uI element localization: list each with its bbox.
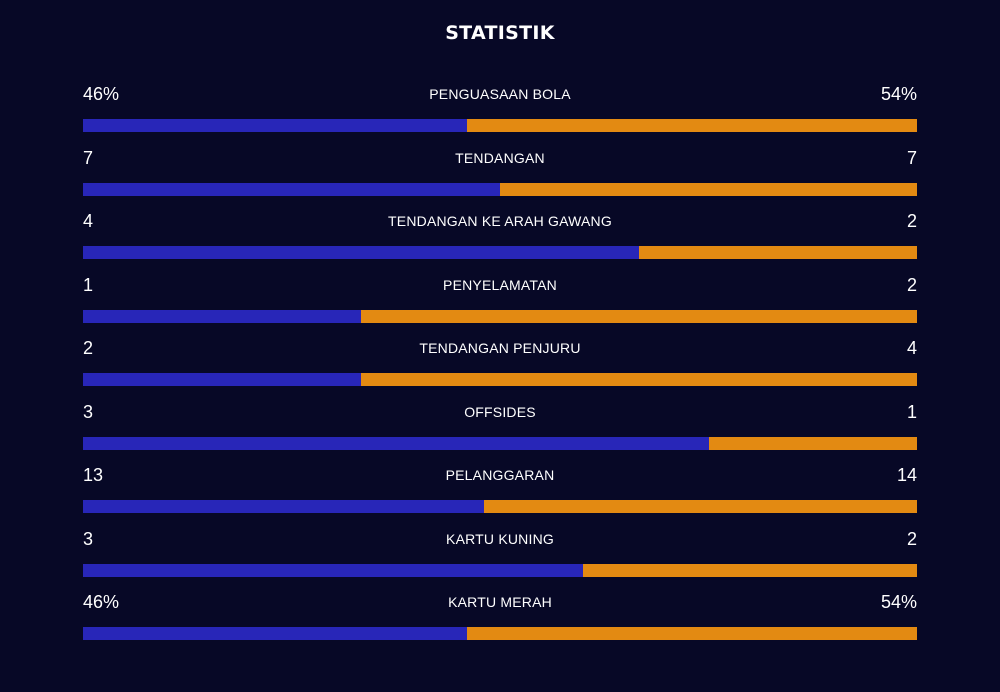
stat-label: KARTU KUNING (446, 530, 554, 547)
away-value: 2 (906, 528, 917, 549)
comparison-bar (83, 436, 917, 450)
stat-row: PENGUASAAN BOLA 46% 54% (83, 81, 917, 145)
stat-row: KARTU MERAH 46% 54% (83, 589, 917, 653)
stat-row: PENYELAMATAN 1 2 (83, 272, 917, 336)
home-bar-segment (83, 373, 361, 386)
away-bar-segment (583, 563, 917, 577)
stat-row-header: PENYELAMATAN 1 2 (83, 272, 917, 298)
stat-row-header: TENDANGAN KE ARAH GAWANG 4 2 (83, 208, 917, 234)
away-bar-segment (360, 309, 917, 323)
stat-row: OFFSIDES 3 1 (83, 399, 917, 463)
stat-row-header: PELANGGARAN 13 14 (83, 462, 917, 488)
stat-label: KARTU MERAH (448, 594, 552, 610)
home-bar-segment (83, 563, 584, 577)
away-bar-segment (639, 246, 917, 259)
away-bar-segment (466, 119, 917, 132)
home-bar-segment (83, 627, 467, 640)
comparison-bar (83, 182, 917, 196)
stat-row: TENDANGAN PENJURU 2 4 (83, 335, 917, 399)
home-bar-segment (83, 119, 467, 132)
comparison-bar (83, 119, 917, 132)
stat-row-header: PENGUASAAN BOLA 46% 54% (83, 81, 917, 107)
stat-label: PENYELAMATAN (443, 276, 557, 293)
home-value: 2 (83, 338, 94, 358)
away-bar-segment (466, 627, 917, 640)
away-value: 14 (896, 465, 917, 485)
away-value: 2 (906, 274, 917, 295)
comparison-bar (83, 373, 917, 386)
home-value: 46% (83, 592, 120, 612)
stat-row-header: OFFSIDES 3 1 (83, 399, 917, 425)
away-value: 2 (906, 211, 917, 231)
stat-label: TENDANGAN KE ARAH GAWANG (388, 213, 612, 229)
stat-label: TENDANGAN PENJURU (419, 340, 581, 356)
comparison-bar (83, 500, 917, 513)
home-value: 13 (83, 465, 104, 485)
home-bar-segment (83, 246, 640, 259)
stat-row: TENDANGAN KE ARAH GAWANG 4 2 (83, 208, 917, 272)
home-value: 1 (83, 274, 94, 295)
comparison-bar (83, 627, 917, 640)
stat-label: PELANGGARAN (445, 467, 555, 483)
home-bar-segment (83, 182, 500, 196)
stat-label: OFFSIDES (464, 403, 536, 420)
home-value: 46% (83, 84, 120, 104)
home-value: 3 (83, 401, 94, 422)
home-bar-segment (83, 309, 361, 323)
stats-list: PENGUASAAN BOLA 46% 54% TENDANGAN 7 7 TENDANGA… (83, 81, 917, 653)
stat-label: TENDANGAN (455, 149, 545, 166)
away-bar-segment (500, 182, 917, 196)
stat-row: KARTU KUNING 3 2 (83, 526, 917, 590)
stat-row-header: TENDANGAN 7 7 (83, 145, 917, 171)
stat-row: TENDANGAN 7 7 (83, 145, 917, 209)
away-value: 1 (906, 401, 917, 422)
away-value: 54% (880, 592, 917, 612)
comparison-bar (83, 563, 917, 577)
home-bar-segment (83, 500, 485, 513)
comparison-bar (83, 309, 917, 323)
home-value: 7 (83, 147, 94, 168)
away-bar-segment (708, 436, 917, 450)
away-value: 7 (906, 147, 917, 168)
away-value: 4 (906, 338, 917, 358)
comparison-bar (83, 246, 917, 259)
stat-label: PENGUASAAN BOLA (429, 86, 571, 102)
home-value: 3 (83, 528, 94, 549)
away-value: 54% (880, 84, 917, 104)
away-bar-segment (484, 500, 917, 513)
stat-row-header: TENDANGAN PENJURU 2 4 (83, 335, 917, 361)
away-bar-segment (360, 373, 917, 386)
stat-row-header: KARTU KUNING 3 2 (83, 526, 917, 552)
page-title: STATISTIK (445, 22, 555, 44)
home-value: 4 (83, 211, 94, 231)
home-bar-segment (83, 436, 709, 450)
stat-row: PELANGGARAN 13 14 (83, 462, 917, 526)
stat-row-header: KARTU MERAH 46% 54% (83, 589, 917, 615)
